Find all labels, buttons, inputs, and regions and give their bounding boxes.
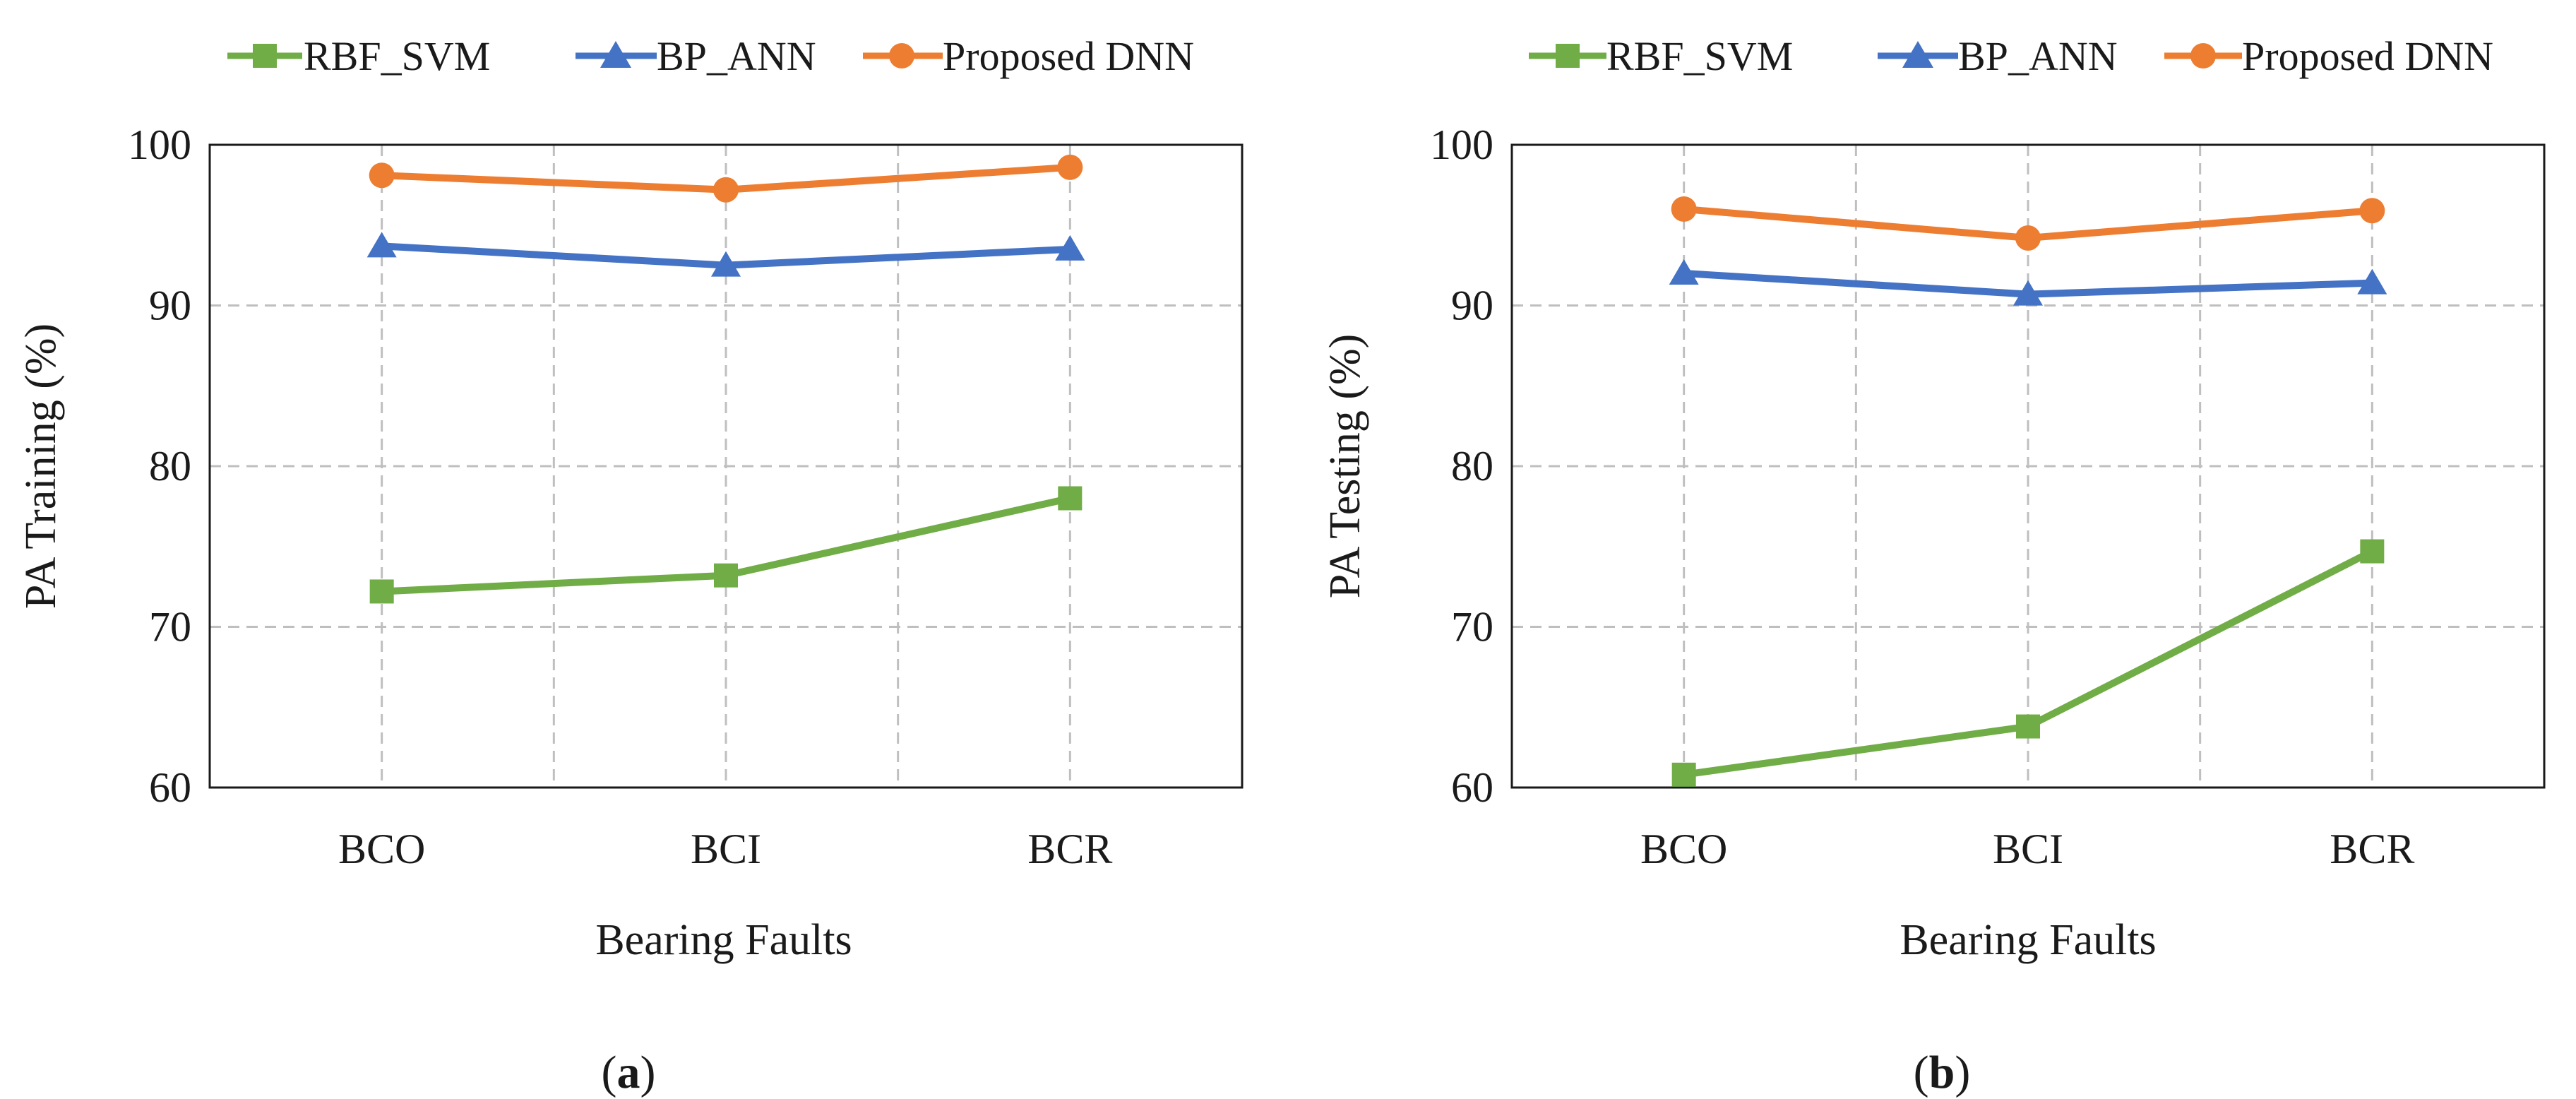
data-point-bp-ann-bci-b — [2013, 280, 2043, 306]
data-point-bp-ann-bco-a — [366, 232, 397, 258]
legend-item-rbf-svm-b: RBF_SVM — [1529, 33, 1793, 79]
y-tick-label-a: 80 — [149, 443, 191, 489]
y-tick-label-a: 90 — [149, 283, 191, 329]
x-categories-b: BCO BCI BCR — [1640, 826, 2414, 872]
y-tick-label-b: 60 — [1451, 764, 1493, 811]
legend-marker-bp-ann-b — [1902, 41, 1933, 68]
legend-label-rbf-svm-b: RBF_SVM — [1606, 33, 1793, 79]
x-axis-title-b: Bearing Faults — [1900, 916, 2156, 964]
data-point-rbf-svm-bcr-b — [2360, 539, 2385, 564]
legend-item-bp-ann-a: BP_ANN — [576, 33, 816, 79]
data-point-proposed-dnn-bci-a — [713, 177, 739, 203]
y-tick-label-b: 90 — [1451, 283, 1493, 329]
chart-panel-b: RBF_SVM BP_ANN Proposed DNN 60708090100 … — [1321, 33, 2546, 1098]
legend-label-proposed-dnn-a: Proposed DNN — [943, 33, 1194, 79]
y-tick-label-b: 70 — [1451, 604, 1493, 651]
legend-label-rbf-svm-a: RBF_SVM — [304, 33, 490, 79]
y-ticks-b: 60 70 80 90 100 — [1430, 121, 1493, 811]
x-category-label-bcr-a: BCR — [1027, 826, 1112, 872]
series-b — [1669, 196, 2387, 787]
chart-panel-a: RBF_SVM BP_ANN Proposed DNN 60708090100 … — [17, 33, 1244, 1098]
caption-close-paren-b: ) — [1955, 1047, 1970, 1098]
y-tick-label-b: 100 — [1430, 121, 1493, 168]
data-point-proposed-dnn-bco-b — [1671, 196, 1697, 222]
data-point-proposed-dnn-bcr-b — [2359, 198, 2385, 224]
x-categories-a: BCO BCI BCR — [338, 826, 1112, 872]
y-tick-label-a: 60 — [149, 764, 191, 811]
grid-a — [210, 145, 1242, 788]
data-point-rbf-svm-bco-b — [1671, 762, 1696, 787]
caption-letter-b: b — [1929, 1047, 1955, 1098]
data-point-bp-ann-bcr-a — [1055, 234, 1085, 261]
x-category-label-bcr-b: BCR — [2330, 826, 2414, 872]
plot-frame-b — [1510, 143, 2546, 789]
x-category-label-bco-a: BCO — [338, 826, 425, 872]
legend-label-bp-ann-b: BP_ANN — [1958, 33, 2118, 79]
legend-marker-proposed-dnn-a — [889, 43, 914, 69]
y-tick-label-a: 70 — [149, 604, 191, 651]
legend-label-bp-ann-a: BP_ANN — [657, 33, 816, 79]
legend-marker-bp-ann-a — [600, 41, 631, 68]
data-point-proposed-dnn-bco-a — [369, 162, 395, 189]
y-axis-title-b: PA Testing (%) — [1321, 334, 1369, 599]
caption-letter-a: a — [617, 1047, 640, 1098]
data-point-proposed-dnn-bcr-a — [1057, 154, 1083, 180]
y-axis-title-a: PA Training (%) — [17, 323, 65, 609]
panel-caption-a: (a) — [602, 1047, 656, 1098]
panel-caption-b: (b) — [1914, 1047, 1971, 1098]
legend-marker-rbf-svm-b — [1556, 44, 1580, 68]
legend-label-proposed-dnn-b: Proposed DNN — [2242, 33, 2493, 79]
caption-close-paren-a: ) — [640, 1047, 656, 1098]
series-a — [366, 154, 1085, 604]
x-category-label-bci-a: BCI — [691, 826, 761, 872]
legend-item-bp-ann-b: BP_ANN — [1878, 33, 2118, 79]
y-tick-label-b: 80 — [1451, 443, 1493, 489]
x-category-label-bci-b: BCI — [1993, 826, 2063, 872]
data-point-rbf-svm-bco-a — [369, 579, 394, 604]
legend-item-rbf-svm-a: RBF_SVM — [227, 33, 490, 79]
caption-open-paren-b: ( — [1914, 1047, 1929, 1098]
legend-marker-rbf-svm-a — [253, 44, 277, 68]
legend-a: RBF_SVM BP_ANN Proposed DNN — [227, 33, 1194, 79]
legend-item-proposed-dnn-b: Proposed DNN — [2164, 33, 2493, 79]
caption-open-paren-a: ( — [602, 1047, 617, 1098]
data-point-bp-ann-bci-a — [711, 251, 741, 277]
data-point-rbf-svm-bci-a — [714, 563, 738, 588]
legend-b: RBF_SVM BP_ANN Proposed DNN — [1529, 33, 2493, 79]
legend-marker-proposed-dnn-b — [2190, 43, 2216, 69]
plot-frame-a — [208, 143, 1244, 789]
x-category-label-bco-b: BCO — [1640, 826, 1727, 872]
data-point-proposed-dnn-bci-b — [2015, 225, 2041, 251]
data-point-bp-ann-bcr-b — [2357, 268, 2387, 295]
y-ticks-a: 60 70 80 90 100 — [128, 121, 191, 811]
data-point-rbf-svm-bci-b — [2016, 714, 2040, 739]
y-tick-label-a: 100 — [128, 121, 191, 168]
x-axis-title-a: Bearing Faults — [595, 916, 852, 964]
data-point-rbf-svm-bcr-a — [1058, 486, 1083, 511]
data-point-bp-ann-bco-b — [1669, 259, 1699, 285]
legend-item-proposed-dnn-a: Proposed DNN — [863, 33, 1194, 79]
